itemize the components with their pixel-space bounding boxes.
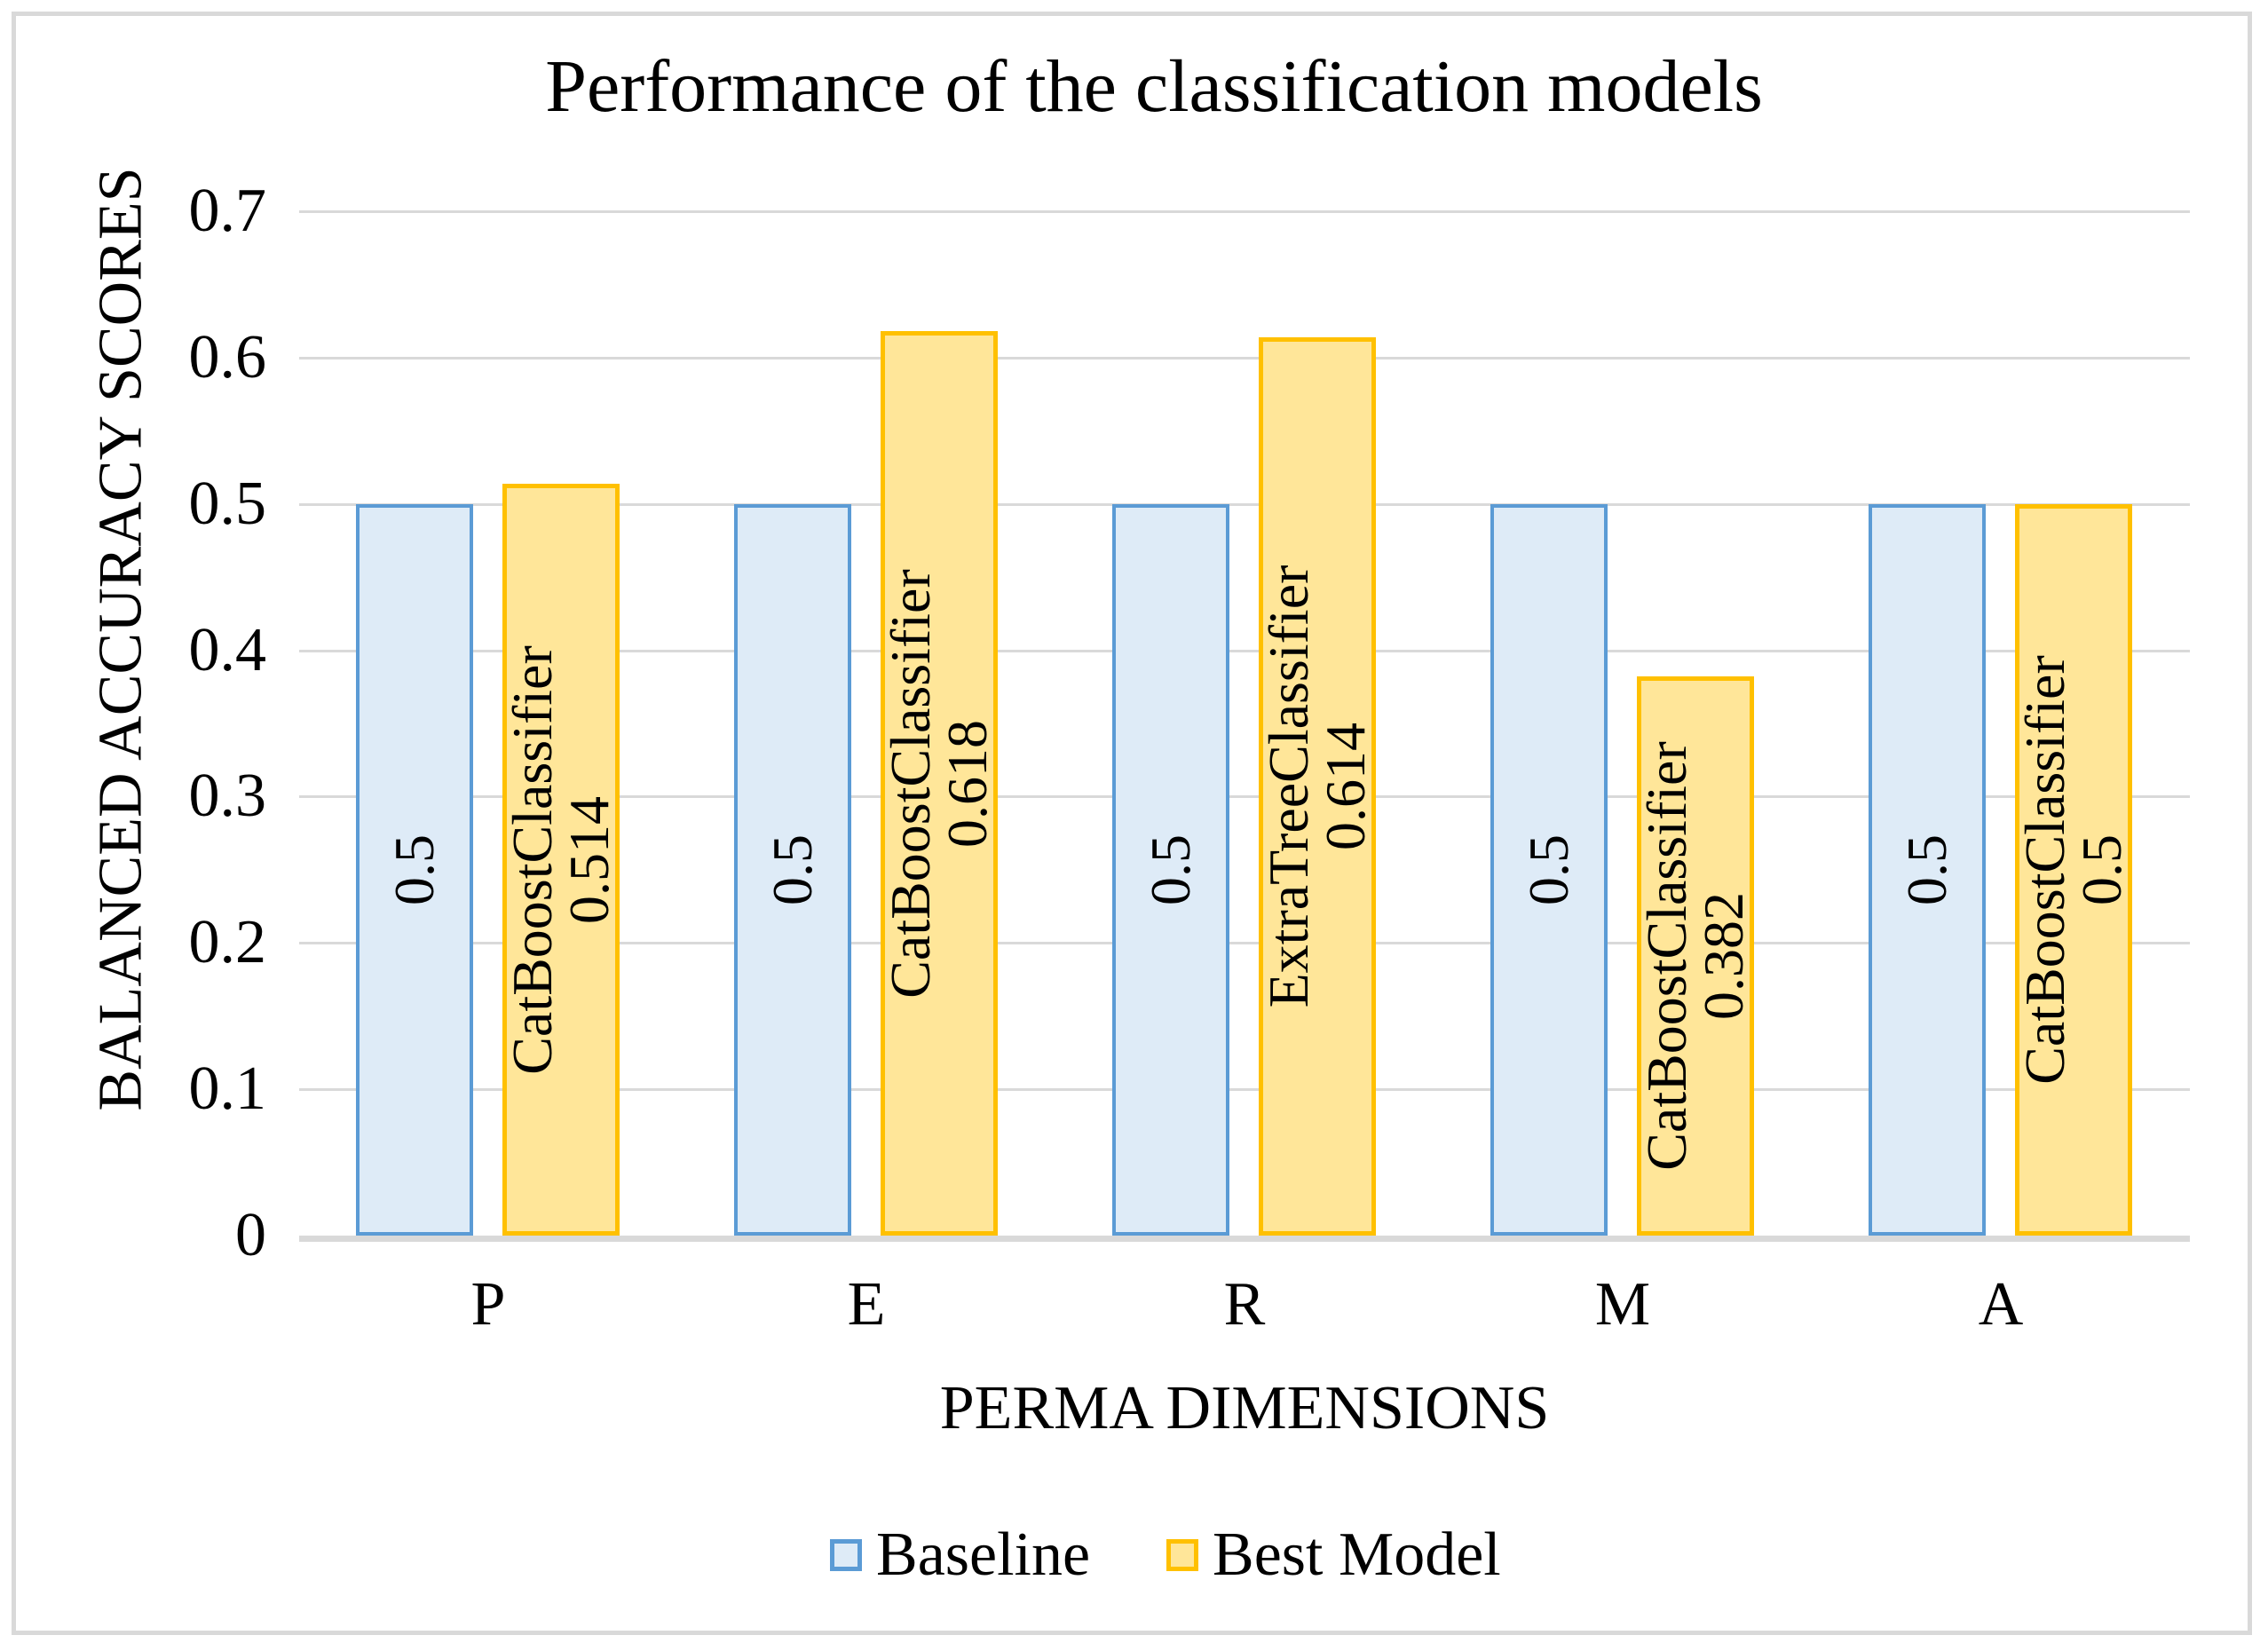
- x-category-E: E: [847, 1270, 886, 1339]
- bar-baseline-P: [356, 504, 473, 1236]
- bar-label-line: 0.5: [1139, 834, 1202, 905]
- bar-label-line: 0.514: [557, 796, 620, 924]
- bar-label-line: ExtraTreeClassifier: [1257, 565, 1320, 1008]
- bar-label-baseline-E: 0.5: [761, 834, 824, 905]
- bar-baseline-R: [1112, 504, 1229, 1236]
- bar-label-best-model-M: CatBoostClassifier 0.382: [1635, 741, 1755, 1171]
- gridline-0.6: [299, 356, 2190, 359]
- bar-best-model-M: [1637, 676, 1754, 1236]
- bar-label-best-model-P: CatBoostClassifier 0.514: [501, 645, 620, 1075]
- chart-title: Performance of the classification models: [545, 45, 1763, 128]
- legend-swatch-best-model: [1166, 1539, 1199, 1571]
- bar-baseline-M: [1490, 504, 1608, 1236]
- gridline-0.5: [299, 502, 2190, 506]
- y-tick-label-0.1: 0.1: [188, 1055, 267, 1124]
- x-category-A: A: [1978, 1270, 2024, 1339]
- bar-label-line: 0.5: [1895, 834, 1958, 905]
- bar-label-best-model-A: CatBoostClassifier 0.5: [2013, 655, 2133, 1085]
- gridline-0.7: [299, 210, 2190, 213]
- bar-best-model-P: [502, 484, 620, 1236]
- bar-label-line: 0.5: [2070, 834, 2133, 905]
- y-tick-label-0.7: 0.7: [188, 177, 267, 245]
- legend-item-baseline: Baseline: [830, 1520, 1090, 1591]
- bar-label-best-model-E: CatBoostClassifier 0.618: [879, 569, 999, 999]
- y-tick-label-0.6: 0.6: [188, 322, 267, 391]
- gridline-0.2: [299, 942, 2190, 945]
- y-tick-label-0.4: 0.4: [188, 615, 267, 684]
- bar-best-model-R: [1259, 337, 1376, 1236]
- bar-label-line: 0.5: [383, 834, 446, 905]
- bar-label-line: CatBoostClassifier: [1635, 741, 1698, 1171]
- gridline-0.1: [299, 1088, 2190, 1092]
- bar-label-line: 0.5: [1517, 834, 1580, 905]
- legend-swatch-baseline: [830, 1539, 862, 1571]
- bar-label-line: 0.5: [761, 834, 824, 905]
- bar-label-baseline-A: 0.5: [1895, 834, 1958, 905]
- y-tick-label-0.5: 0.5: [188, 469, 267, 538]
- x-axis-line: [299, 1236, 2190, 1242]
- y-tick-label-0: 0: [235, 1201, 266, 1269]
- y-tick-label-0.3: 0.3: [188, 762, 267, 831]
- bar-label-line: 0.618: [936, 720, 999, 848]
- bar-label-line: 0.614: [1314, 723, 1377, 850]
- bar-label-best-model-R: ExtraTreeClassifier 0.614: [1257, 565, 1377, 1008]
- y-tick-label-0.2: 0.2: [188, 908, 267, 977]
- bar-label-line: CatBoostClassifier: [2013, 655, 2076, 1085]
- bar-label-line: CatBoostClassifier: [879, 569, 942, 999]
- bar-label-baseline-R: 0.5: [1139, 834, 1202, 905]
- bar-best-model-E: [881, 331, 998, 1236]
- bar-baseline-E: [734, 504, 851, 1236]
- legend-item-best-model: Best Model: [1166, 1520, 1501, 1591]
- legend-label-baseline: Baseline: [876, 1521, 1091, 1589]
- bar-baseline-A: [1869, 504, 1986, 1236]
- x-category-P: P: [470, 1270, 506, 1339]
- gridline-0.3: [299, 795, 2190, 799]
- bar-label-line: CatBoostClassifier: [501, 645, 564, 1075]
- bar-label-baseline-P: 0.5: [383, 834, 446, 905]
- gridline-0.4: [299, 649, 2190, 652]
- bar-label-line: 0.382: [1692, 892, 1755, 1020]
- bar-label-baseline-M: 0.5: [1517, 834, 1580, 905]
- legend-label-best-model: Best Model: [1213, 1521, 1501, 1589]
- x-category-R: R: [1223, 1270, 1266, 1339]
- chart-outer-border: [12, 12, 2252, 1635]
- x-axis-title: PERMA DIMENSIONS: [939, 1374, 1550, 1442]
- bar-best-model-A: [2015, 504, 2132, 1236]
- x-category-M: M: [1594, 1270, 1651, 1339]
- legend: Baseline Best Model: [830, 1520, 1501, 1591]
